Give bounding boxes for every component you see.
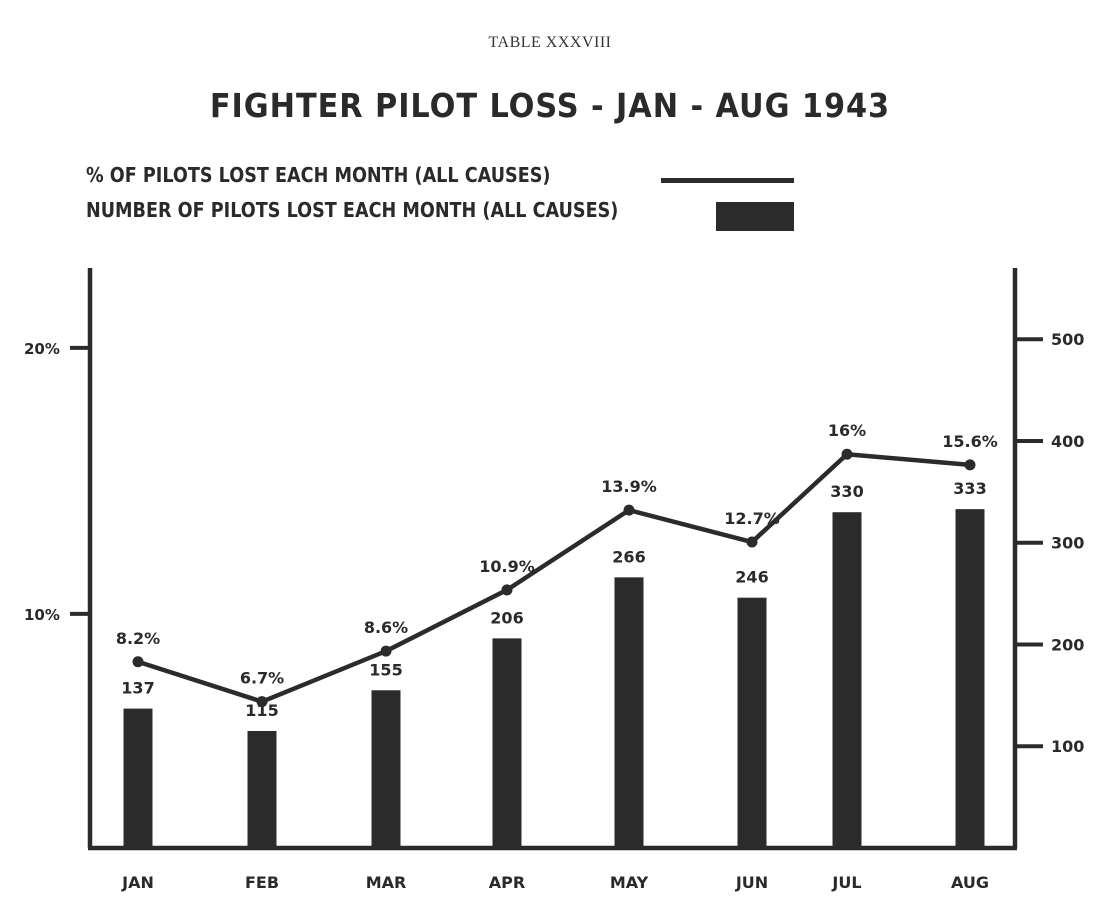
bar-value-label: 246	[735, 568, 768, 587]
right-tick-label: 200	[1051, 635, 1084, 654]
line-value-label: 16%	[828, 421, 866, 440]
bar-value-label: 155	[369, 660, 402, 679]
bar	[371, 690, 401, 848]
bar-value-label: 115	[245, 701, 278, 720]
line-value-label: 10.9%	[479, 557, 535, 576]
bar-value-label: 137	[121, 679, 154, 698]
line-point	[380, 645, 392, 657]
x-category-label: JUL	[831, 873, 861, 892]
line-value-label: 13.9%	[601, 477, 657, 496]
legend-entry-number-label: NUMBER OF PILOTS LOST EACH MONTH (ALL CA…	[86, 198, 619, 222]
left-tick-label: 20%	[24, 340, 60, 358]
line-point	[256, 696, 268, 708]
line-value-label: 8.6%	[364, 618, 408, 637]
line-value-label: 8.2%	[116, 629, 160, 648]
x-category-label: FEB	[245, 873, 279, 892]
right-tick-label: 400	[1051, 432, 1084, 451]
x-category-label: MAR	[366, 873, 407, 892]
table-number: TABLE XXXVIII	[488, 34, 612, 51]
bar	[955, 509, 985, 848]
x-category-label: JUN	[735, 873, 768, 892]
right-tick-label: 100	[1051, 737, 1084, 756]
chart-title: FIGHTER PILOT LOSS - JAN - AUG 1943	[209, 86, 891, 125]
line-point	[841, 448, 853, 460]
bar-value-label: 333	[953, 479, 986, 498]
legend-entry-percent-label: % OF PILOTS LOST EACH MONTH (ALL CAUSES)	[86, 163, 551, 187]
line-point	[501, 584, 513, 596]
line-value-label: 15.6%	[942, 432, 998, 451]
x-category-label: MAY	[610, 873, 649, 892]
x-category-label: AUG	[951, 873, 989, 892]
bar	[737, 597, 767, 848]
right-tick-label: 500	[1051, 330, 1084, 349]
line-point	[623, 504, 635, 516]
bar	[247, 730, 277, 848]
bar	[614, 577, 644, 848]
bar-value-label: 206	[490, 608, 523, 627]
percent-line	[137, 451, 971, 704]
line-value-label: 6.7%	[240, 669, 284, 688]
bar	[832, 512, 862, 848]
bar	[123, 708, 153, 848]
bar-value-label: 266	[612, 547, 645, 566]
x-category-label: JAN	[121, 873, 154, 892]
line-point	[132, 656, 144, 668]
legend-bar-swatch	[716, 202, 794, 231]
x-category-label: APR	[489, 873, 525, 892]
line-point	[746, 536, 758, 548]
left-tick-label: 10%	[24, 606, 60, 624]
legend-line-swatch	[661, 178, 794, 183]
line-point	[964, 459, 976, 471]
bar	[492, 638, 522, 848]
right-tick-label: 300	[1051, 534, 1084, 553]
line-value-label: 12.7%	[724, 509, 780, 528]
bar-value-label: 330	[830, 482, 863, 501]
